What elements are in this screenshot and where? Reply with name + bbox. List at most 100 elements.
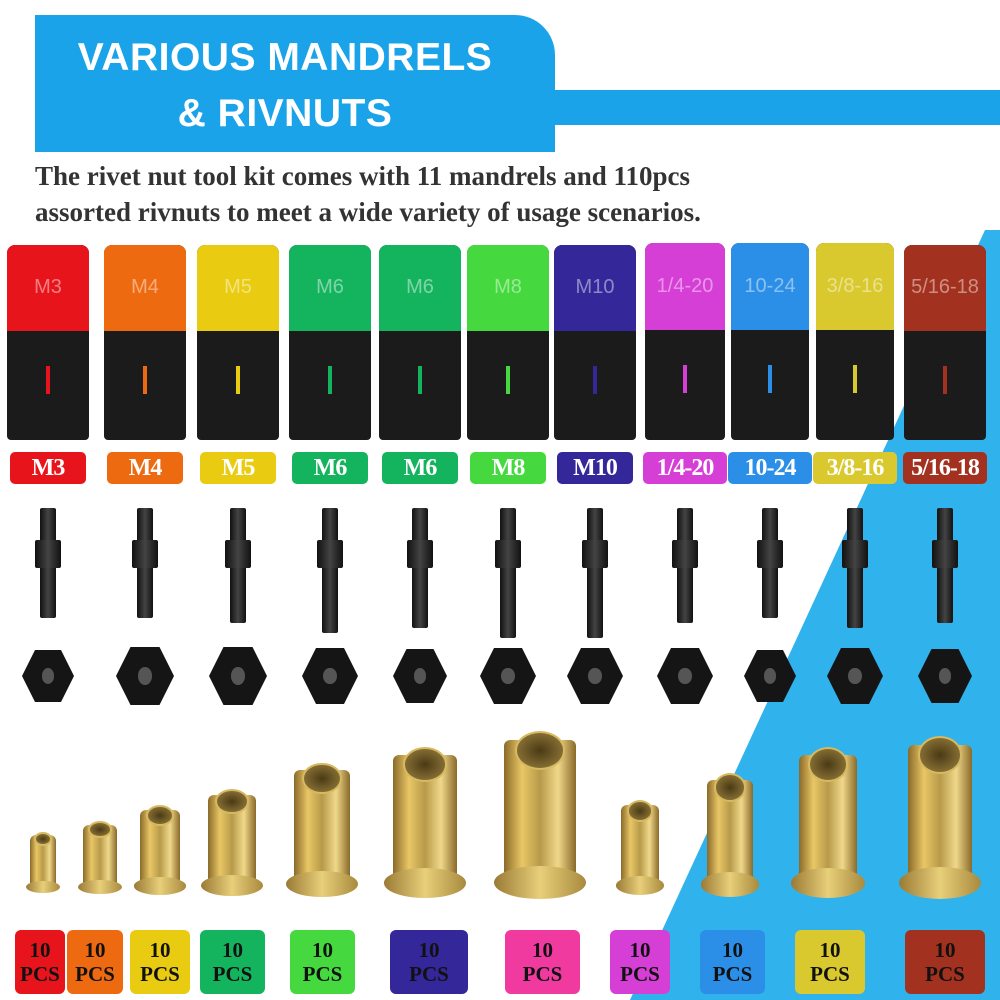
hex-nut — [567, 648, 623, 704]
cap-slot — [768, 365, 773, 394]
quantity-unit: PCS — [75, 962, 115, 986]
quantity-unit: PCS — [620, 962, 660, 986]
hex-nut — [657, 648, 713, 704]
header-banner — [35, 15, 555, 152]
rivnut — [700, 773, 760, 897]
rivnut-flange — [78, 879, 122, 894]
cap-size-label: M3 — [7, 245, 89, 331]
cap-slot — [943, 365, 948, 394]
rivnut-flange — [700, 872, 760, 897]
quantity-badge: 10 PCS — [15, 930, 65, 994]
mandrel-collar — [407, 540, 433, 568]
rivnut-flange — [899, 866, 981, 899]
cap-slot — [683, 365, 688, 394]
mandrel — [322, 508, 338, 633]
rivnut — [790, 746, 866, 899]
cap-size-label: M4 — [104, 245, 186, 331]
size-badge: 5/16-18 — [903, 452, 987, 484]
quantity-unit: PCS — [212, 962, 253, 986]
cap-size-label: 10-24 — [731, 243, 809, 330]
hex-nut — [116, 647, 174, 705]
cap-slot — [143, 365, 148, 394]
cap-slot — [46, 365, 51, 394]
mandrel-cap: 5/16-18 — [904, 245, 986, 440]
cap-slot — [853, 365, 858, 394]
rivnut-hole — [917, 736, 963, 774]
mandrel-cap: 3/8-16 — [816, 243, 894, 440]
quantity-unit: PCS — [925, 962, 965, 986]
rivnut — [899, 736, 981, 899]
mandrel-collar — [842, 540, 868, 568]
size-badge: M4 — [107, 452, 183, 484]
rivnut-hole — [514, 731, 566, 770]
size-badge: M8 — [470, 452, 546, 484]
quantity-badge: 10 PCS — [700, 930, 765, 994]
page-title: VARIOUS MANDRELS & RIVNUTS — [35, 30, 535, 142]
mandrel-cap: M5 — [197, 245, 279, 440]
quantity-count: 10 — [222, 938, 243, 962]
size-badge: 3/8-16 — [813, 452, 897, 484]
mandrel — [847, 508, 863, 628]
rivnut-hole — [302, 762, 342, 794]
quantity-badge: 10 PCS — [610, 930, 670, 994]
rivnut-hole — [146, 805, 174, 826]
mandrel-cap: M6 — [289, 245, 371, 440]
mandrel-collar — [35, 540, 61, 568]
mandrel — [412, 508, 428, 628]
cap-size-label: 1/4-20 — [645, 243, 725, 330]
quantity-count: 10 — [149, 938, 171, 962]
mandrel-collar — [132, 540, 158, 568]
description-line-1: The rivet nut tool kit comes with 11 man… — [35, 161, 691, 191]
quantity-unit: PCS — [522, 962, 563, 986]
description-line-2: assorted rivnuts to meet a wide variety … — [35, 197, 701, 227]
mandrel-cap: 10-24 — [731, 243, 809, 440]
size-badge: M6 — [382, 452, 458, 484]
rivnut-flange — [384, 868, 466, 899]
rivnut-hole — [402, 746, 448, 782]
cap-size-label: M6 — [289, 245, 371, 331]
rivnut — [384, 746, 466, 899]
quantity-badge: 10 PCS — [905, 930, 985, 994]
size-badge: M6 — [292, 452, 368, 484]
rivnut — [201, 789, 263, 896]
rivnut — [493, 731, 587, 899]
description: The rivet nut tool kit comes with 11 man… — [35, 158, 701, 230]
mandrel-collar — [495, 540, 521, 568]
cap-slot — [418, 365, 423, 394]
rivnut — [78, 821, 122, 894]
rivnut — [134, 805, 186, 895]
rivnut-flange — [493, 866, 587, 899]
quantity-unit: PCS — [140, 962, 180, 986]
quantity-unit: PCS — [712, 962, 753, 986]
rivnut-flange — [26, 881, 60, 894]
quantity-badge: 10 PCS — [130, 930, 190, 994]
rivnut-flange — [790, 868, 866, 899]
cap-size-label: 5/16-18 — [904, 245, 986, 331]
cap-size-label: M6 — [379, 245, 461, 331]
rivnut — [615, 799, 665, 896]
quantity-badge: 10 PCS — [795, 930, 865, 994]
mandrel-cap: 1/4-20 — [645, 243, 725, 440]
hex-nut — [918, 649, 972, 703]
cap-size-label: M8 — [467, 245, 549, 331]
hex-nut — [393, 649, 447, 703]
quantity-badge: 10 PCS — [200, 930, 265, 994]
mandrel-cap: M6 — [379, 245, 461, 440]
cap-size-label: 3/8-16 — [816, 243, 894, 330]
mandrel-cap: M4 — [104, 245, 186, 440]
rivnut-hole — [215, 789, 249, 814]
rivnut-hole — [88, 821, 112, 838]
mandrel — [500, 508, 516, 638]
rivnut-flange — [615, 876, 665, 896]
size-badge: M5 — [200, 452, 276, 484]
quantity-badge: 10 PCS — [290, 930, 355, 994]
rivnut-hole — [807, 746, 849, 782]
quantity-unit: PCS — [810, 962, 850, 986]
quantity-count: 10 — [84, 938, 106, 962]
cap-slot — [506, 365, 511, 394]
rivnut-flange — [286, 870, 358, 898]
rivnut — [26, 831, 60, 894]
rivnut-hole — [626, 799, 654, 822]
mandrel-collar — [582, 540, 608, 568]
hex-nut — [22, 650, 74, 702]
